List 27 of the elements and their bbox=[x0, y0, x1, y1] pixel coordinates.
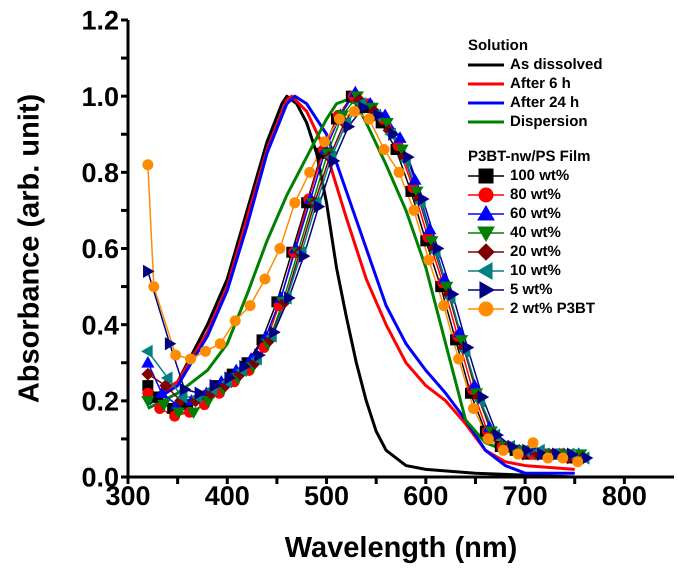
x-tick-label: 400 bbox=[204, 481, 250, 512]
x-axis-title: Wavelength (nm) bbox=[284, 532, 518, 564]
legend-label: 10 wt% bbox=[510, 261, 561, 280]
legend-label: 60 wt% bbox=[510, 204, 561, 223]
x-tick-label: 800 bbox=[602, 481, 647, 512]
x-tick-label: 700 bbox=[502, 481, 548, 512]
legend-label: 80 wt% bbox=[510, 185, 561, 204]
y-tick-label: 0.4 bbox=[81, 310, 119, 340]
legend-label: 20 wt% bbox=[510, 242, 561, 261]
x-tick-label: 500 bbox=[304, 481, 350, 512]
legend-label: Dispersion bbox=[510, 112, 588, 131]
x-tick-label: 600 bbox=[403, 481, 448, 512]
legend-label: After 6 h bbox=[510, 74, 571, 93]
y-tick-label: 0.6 bbox=[81, 234, 119, 264]
y-tick-label: 1.0 bbox=[81, 82, 119, 112]
legend-label: 5 wt% bbox=[510, 280, 553, 299]
legend-label: After 24 h bbox=[510, 93, 580, 112]
y-tick-label: 1.2 bbox=[81, 6, 119, 36]
y-tick-label: 0.8 bbox=[81, 158, 119, 188]
legend-label: 100 wt% bbox=[510, 166, 570, 185]
y-tick-label: 0.2 bbox=[81, 386, 119, 416]
legend-title: Solution bbox=[468, 36, 529, 55]
y-axis-title: Absorbance (arb. unit) bbox=[13, 94, 46, 404]
legend-label: 40 wt% bbox=[510, 223, 561, 242]
legend-label: 2 wt% P3BT bbox=[510, 299, 596, 318]
annotation: P3BT-nw/PS Film bbox=[468, 147, 592, 166]
legend-label: As dissolved bbox=[510, 55, 603, 74]
